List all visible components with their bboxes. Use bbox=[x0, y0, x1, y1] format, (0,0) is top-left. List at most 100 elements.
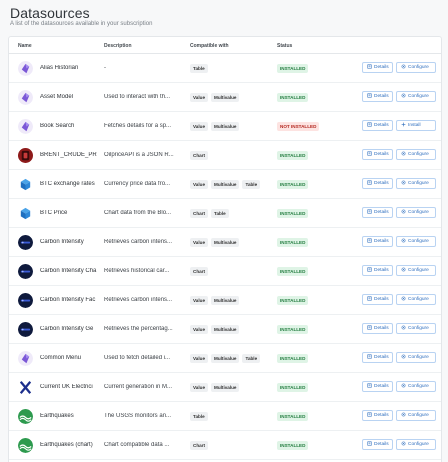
datasource-name: Earthquakes (chart) bbox=[40, 442, 93, 448]
compatible-chip: Value bbox=[190, 296, 209, 305]
datasource-description: Retrieves carbon intens... bbox=[104, 239, 173, 245]
status-badge: INSTALLED bbox=[277, 383, 309, 392]
table-row: Book Search Fetches details for a sp... … bbox=[9, 112, 441, 141]
details-button[interactable]: Details bbox=[362, 62, 393, 73]
gear-icon bbox=[401, 441, 406, 448]
details-label: Details bbox=[374, 355, 389, 360]
compatible-with: Table bbox=[190, 64, 208, 73]
compatible-with: Value Multivalue bbox=[190, 296, 240, 305]
datasource-name: Carbon Intensity Fac bbox=[40, 297, 96, 303]
details-button[interactable]: Details bbox=[362, 410, 393, 421]
status-badge: INSTALLED bbox=[277, 267, 309, 276]
configure-button[interactable]: Configure bbox=[396, 410, 436, 421]
details-label: Details bbox=[374, 413, 389, 418]
details-button[interactable]: Details bbox=[362, 381, 393, 392]
compatible-with: Value Multivalue Table bbox=[190, 180, 261, 189]
datasource-description: OilpriceAPI is a JSON R... bbox=[104, 152, 174, 158]
compatible-chip: Value bbox=[190, 180, 209, 189]
compatible-chip: Table bbox=[242, 354, 261, 363]
document-icon bbox=[367, 122, 372, 129]
configure-button[interactable]: Configure bbox=[396, 236, 436, 247]
compatible-chip: Value bbox=[190, 122, 209, 131]
details-label: Details bbox=[374, 268, 389, 273]
configure-button[interactable]: Configure bbox=[396, 265, 436, 276]
details-button[interactable]: Details bbox=[362, 294, 393, 305]
configure-button[interactable]: Configure bbox=[396, 323, 436, 334]
table-row: Alias Historian - Table INSTALLED Detail… bbox=[9, 54, 441, 83]
table-row: BRENT_CRUDE_PRI OilpriceAPI is a JSON R.… bbox=[9, 141, 441, 170]
details-button[interactable]: Details bbox=[362, 91, 393, 102]
install-button[interactable]: Install bbox=[396, 120, 436, 131]
details-button[interactable]: Details bbox=[362, 323, 393, 334]
gear-icon bbox=[401, 383, 406, 390]
compatible-with: Value Multivalue Table bbox=[190, 354, 261, 363]
gear-icon bbox=[401, 238, 406, 245]
configure-button[interactable]: Configure bbox=[396, 352, 436, 363]
configure-label: Configure bbox=[408, 326, 429, 331]
configure-button[interactable]: Configure bbox=[396, 294, 436, 305]
compatible-chip: Value bbox=[190, 238, 209, 247]
column-header-description: Description bbox=[104, 43, 132, 49]
compatible-with: Value Multivalue bbox=[190, 238, 240, 247]
compatible-with: Value Multivalue bbox=[190, 93, 240, 102]
configure-button[interactable]: Configure bbox=[396, 91, 436, 102]
details-label: Details bbox=[374, 65, 389, 70]
compatible-chip: Chart bbox=[190, 151, 208, 160]
datasource-name: BRENT_CRUDE_PRI bbox=[40, 152, 97, 158]
datasource-description: Retrieves historical car... bbox=[104, 268, 170, 274]
compatible-chip: Chart bbox=[190, 267, 208, 276]
datasource-description: Chart compatible data ... bbox=[104, 442, 170, 448]
datasource-description: Current generation in M... bbox=[104, 384, 173, 390]
status-badge: INSTALLED bbox=[277, 412, 309, 421]
compatible-chip: Value bbox=[190, 93, 209, 102]
details-label: Details bbox=[374, 181, 389, 186]
details-label: Details bbox=[374, 123, 389, 128]
status-badge: INSTALLED bbox=[277, 209, 309, 218]
configure-button[interactable]: Configure bbox=[396, 207, 436, 218]
compatible-chip: Multivalue bbox=[211, 93, 240, 102]
configure-button[interactable]: Configure bbox=[396, 381, 436, 392]
details-label: Details bbox=[374, 297, 389, 302]
compatible-chip: Multivalue bbox=[211, 180, 240, 189]
gear-icon bbox=[401, 354, 406, 361]
table-row: Current UK Electrici Current generation … bbox=[9, 373, 441, 402]
column-header-name: Name bbox=[18, 43, 32, 49]
compatible-chip: Multivalue bbox=[211, 122, 240, 131]
datasources-table: Name Description Compatible with Status … bbox=[8, 36, 442, 462]
purple-gem-icon bbox=[18, 61, 33, 76]
usgs-icon bbox=[18, 438, 33, 453]
document-icon bbox=[367, 354, 372, 361]
configure-button[interactable]: Configure bbox=[396, 62, 436, 73]
compatible-chip: Chart bbox=[190, 209, 208, 218]
compatible-with: Chart bbox=[190, 151, 208, 160]
compatible-chip: Value bbox=[190, 383, 209, 392]
datasource-description: Used to interact with th... bbox=[104, 94, 171, 100]
document-icon bbox=[367, 412, 372, 419]
details-button[interactable]: Details bbox=[362, 207, 393, 218]
carbon-intensity-icon bbox=[18, 293, 33, 308]
gear-icon bbox=[401, 412, 406, 419]
configure-button[interactable]: Configure bbox=[396, 178, 436, 189]
datasource-name: Current UK Electrici bbox=[40, 384, 93, 390]
compatible-with: Chart bbox=[190, 441, 208, 450]
gear-icon bbox=[401, 267, 406, 274]
table-row: Carbon Intensity Retrieves carbon intens… bbox=[9, 228, 441, 257]
status-badge: INSTALLED bbox=[277, 325, 309, 334]
details-button[interactable]: Details bbox=[362, 120, 393, 131]
compatible-with: Value Multivalue bbox=[190, 122, 240, 131]
gear-icon bbox=[401, 180, 406, 187]
compatible-chip: Multivalue bbox=[211, 238, 240, 247]
configure-button[interactable]: Configure bbox=[396, 149, 436, 160]
details-button[interactable]: Details bbox=[362, 149, 393, 160]
document-icon bbox=[367, 180, 372, 187]
gear-icon bbox=[401, 64, 406, 71]
details-button[interactable]: Details bbox=[362, 265, 393, 276]
details-button[interactable]: Details bbox=[362, 352, 393, 363]
details-button[interactable]: Details bbox=[362, 439, 393, 450]
details-button[interactable]: Details bbox=[362, 236, 393, 247]
details-button[interactable]: Details bbox=[362, 178, 393, 189]
configure-button[interactable]: Configure bbox=[396, 439, 436, 450]
x-logo-icon bbox=[18, 380, 33, 395]
datasource-description: The USGS monitors an... bbox=[104, 413, 172, 419]
